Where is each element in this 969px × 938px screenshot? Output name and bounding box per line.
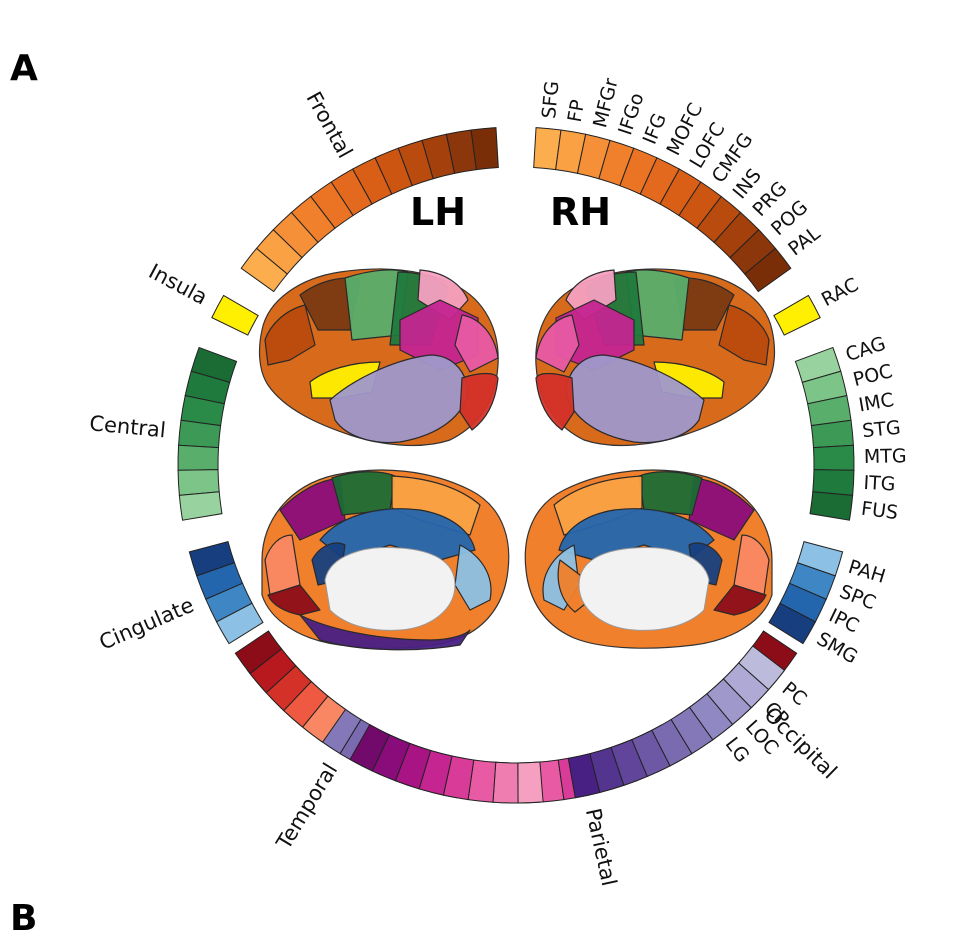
left-hemisphere-label: LH: [410, 190, 466, 234]
left-ring-segment-frontal-5: [374, 147, 413, 195]
left-ring-segment-cingulate-3: [205, 582, 253, 623]
group-label-insula: Insula: [145, 259, 211, 309]
left-ring-segment-frontal-8: [310, 181, 354, 229]
left-ring-segment-frontal-4: [397, 139, 434, 187]
left-lateral-brain-image: [258, 268, 499, 447]
region-ring: [177, 127, 855, 804]
left-ring-segment-frontal-11: [255, 229, 303, 275]
left-ring-segment-frontal-6: [351, 157, 393, 205]
left-ring-segment-central-3: [180, 394, 225, 427]
group-label-frontal: Frontal: [302, 88, 358, 162]
right-ring-segment-insula-1: [773, 294, 821, 336]
left-ring-segment-frontal-2: [445, 129, 477, 174]
right-medial-brain-image: [524, 469, 773, 649]
region-label-poc: POC: [851, 360, 895, 391]
right-ring-segment-parietal-2: [492, 761, 519, 804]
left-ring-segment-frontal-1: [470, 127, 499, 171]
group-label-cingulate: Cingulate: [96, 593, 198, 655]
panel-letter-a: A: [10, 48, 38, 89]
brain-illustrations: [258, 268, 776, 651]
left-medial-brain-image: [261, 469, 510, 651]
region-label-fp: FP: [564, 98, 589, 124]
right-hemisphere-label: RH: [550, 190, 611, 234]
left-ring-segment-central-7: [178, 491, 223, 521]
group-label-parietal: Parietal: [581, 806, 621, 888]
right-ring-segment-parietal-1: [517, 761, 544, 804]
right-ring-segment-central-7: [809, 491, 854, 521]
right-lateral-brain-image: [535, 268, 776, 447]
left-ring-segment-cingulate-1: [188, 541, 236, 577]
left-ring-segment-frontal-7: [330, 168, 373, 217]
region-label-sfg: SFG: [538, 80, 564, 120]
left-ring-segment-frontal-10: [272, 211, 319, 259]
region-label-itg: ITG: [863, 472, 896, 496]
region-label-mtg: MTG: [864, 445, 907, 468]
region-label-stg: STG: [861, 417, 901, 443]
left-ring-segment-cingulate-4: [215, 602, 264, 645]
region-label-fus: FUS: [860, 498, 899, 524]
group-label-central: Central: [88, 411, 166, 442]
right-ring-segment-central-4: [810, 419, 854, 449]
region-label-imc: IMC: [857, 389, 895, 417]
region-label-rac: RAC: [818, 274, 862, 311]
left-ring-segment-central-6: [177, 469, 220, 496]
right-ring-segment-central-5: [812, 444, 855, 471]
left-ring-segment-central-2: [184, 370, 231, 405]
left-ring-segment-central-1: [190, 346, 238, 383]
left-ring-segment-cingulate-2: [196, 562, 244, 600]
right-ring-segment-temporal-10: [567, 753, 601, 799]
group-label-temporal: Temporal: [271, 759, 342, 854]
left-ring-segment-frontal-9: [290, 195, 336, 244]
right-ring-segment-occipital-5: [234, 630, 283, 675]
right-ring-segment-central-6: [812, 469, 855, 496]
left-ring-segment-central-4: [178, 419, 222, 449]
right-ring-segment-frontal-12: [744, 247, 792, 293]
right-ring-segment-cingulate-4: [768, 602, 817, 645]
left-ring-segment-central-5: [177, 444, 220, 471]
right-ring-segment-parietal-8: [349, 723, 391, 772]
left-ring-segment-frontal-12: [240, 247, 288, 293]
region-label-cag: CAG: [843, 333, 888, 367]
panel-letter-b: B: [10, 898, 37, 938]
left-ring-segment-insula-1: [211, 294, 259, 336]
